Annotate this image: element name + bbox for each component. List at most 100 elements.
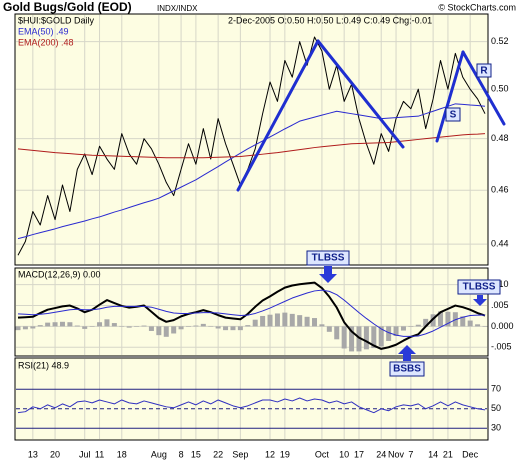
overlay: Gold Bugs/Gold (EOD) INDX/INDX © StockCh…	[3, 0, 516, 377]
histogram-bar	[163, 326, 169, 337]
arrow	[319, 266, 337, 283]
histogram-bar	[349, 326, 355, 352]
histogram-bar	[141, 325, 147, 327]
price-panel	[14, 13, 489, 266]
arrow	[473, 295, 487, 306]
x-tick-label: 12	[265, 449, 275, 459]
histogram-bar	[22, 326, 28, 330]
histogram-bar	[74, 325, 80, 327]
series-line	[17, 289, 485, 337]
annotation: BSBS	[393, 364, 421, 375]
y-tick-label: 0.48	[491, 133, 509, 143]
histogram-bar	[97, 322, 103, 327]
histogram-bar	[148, 326, 154, 331]
y-tick-label: 0.46	[491, 185, 509, 195]
y-tick-label: 70	[491, 384, 501, 394]
x-tick-label: 17	[354, 449, 364, 459]
annotation: TLBSS	[463, 282, 496, 293]
histogram-bar	[230, 326, 236, 331]
histogram-bar	[245, 325, 251, 327]
histogram-bar	[356, 326, 362, 352]
histogram-bar	[438, 311, 444, 327]
y-tick-label: .005	[491, 300, 509, 310]
histogram-bar	[408, 326, 414, 327]
histogram-bar	[267, 314, 273, 327]
x-tick-label: 13	[28, 449, 38, 459]
legend-entry: RSI(21) 48.9	[18, 360, 69, 370]
x-tick-label: 11	[95, 449, 104, 459]
quote: 2-Dec-2005 O:0.50 H:0.50 L:0.49 C:0.49 C…	[228, 15, 432, 25]
histogram-bar	[415, 324, 421, 327]
x-tick-label: 21	[443, 449, 453, 459]
series-line	[17, 36, 486, 256]
histogram-bar	[134, 326, 140, 327]
y-tick-label: -.005	[491, 342, 512, 352]
histogram-bar	[274, 313, 280, 327]
histogram-bar	[252, 319, 258, 327]
histogram-bar	[37, 325, 43, 327]
legend-entry: MACD(12,26,9) 0.00	[18, 269, 101, 279]
x-tick-label: 19	[280, 449, 290, 459]
y-tick-label: 0.44	[491, 239, 509, 249]
histogram-bar	[378, 326, 384, 347]
histogram-bar	[193, 325, 199, 327]
x-tick-label: 24	[376, 449, 386, 459]
histogram-bar	[282, 312, 288, 327]
y-tick-label: 30	[491, 423, 501, 433]
histogram-bar	[223, 326, 229, 331]
x-tick-label: 18	[117, 449, 127, 459]
histogram-bar	[312, 318, 318, 327]
y-tick-label: 50	[491, 403, 501, 413]
series-line	[17, 133, 486, 159]
histogram-bar	[30, 326, 36, 329]
trend-lines	[236, 39, 506, 192]
histogram-bar	[82, 326, 88, 329]
annotation-box	[457, 279, 501, 295]
x-tick-label: 20	[50, 449, 60, 459]
histogram-bar	[104, 319, 110, 327]
x-tick-label: 10	[339, 449, 349, 459]
histogram-bar	[371, 326, 377, 349]
histogram-bar	[467, 320, 473, 327]
series-line	[17, 397, 486, 414]
histogram-bar	[67, 322, 73, 327]
histogram-bar	[297, 315, 303, 327]
histogram-bar	[475, 324, 481, 327]
histogram-bar	[334, 326, 340, 340]
trend-line	[435, 50, 465, 143]
grid: 13 20 Jul 11 18 Aug 8 15 22 Sep 12 19 Oct 10 17 24 Nov 7 1…	[16, 15, 514, 459]
histogram-bar	[423, 318, 429, 327]
histogram-bar	[156, 326, 162, 336]
histogram-bar	[393, 326, 399, 336]
histogram-bar	[400, 326, 406, 331]
histogram-bar	[171, 326, 177, 334]
histogram-bar	[119, 325, 125, 327]
annotation-box	[445, 107, 461, 122]
histogram-bar	[482, 326, 488, 327]
histogram-bar	[430, 314, 436, 327]
histogram-bar	[52, 322, 58, 327]
histogram-bar	[363, 326, 369, 350]
x-tick-label: Oct	[315, 449, 330, 459]
histogram-bar	[185, 326, 191, 327]
histogram-bar	[89, 326, 95, 327]
series-line	[17, 281, 486, 350]
x-tick-label: 14	[428, 449, 438, 459]
legend-entry: EMA(200) .48	[18, 37, 74, 47]
x-tick-label: Nov	[388, 449, 405, 459]
histogram-bar	[208, 325, 214, 327]
annotation: S	[450, 110, 457, 121]
histogram-bar	[237, 326, 243, 331]
x-tick-label: 15	[191, 449, 201, 459]
y-tick-label: 0.52	[491, 36, 509, 46]
x-tick-label: Aug	[151, 449, 167, 459]
x-tick-label: Jul	[79, 449, 91, 459]
histogram-bar	[460, 316, 466, 327]
histogram-bar	[15, 326, 21, 331]
annotation-box	[476, 63, 492, 78]
histogram-bar	[341, 326, 347, 349]
legend-entry: $HUI:$GOLD Daily	[18, 15, 95, 25]
histogram-bar	[215, 326, 221, 329]
